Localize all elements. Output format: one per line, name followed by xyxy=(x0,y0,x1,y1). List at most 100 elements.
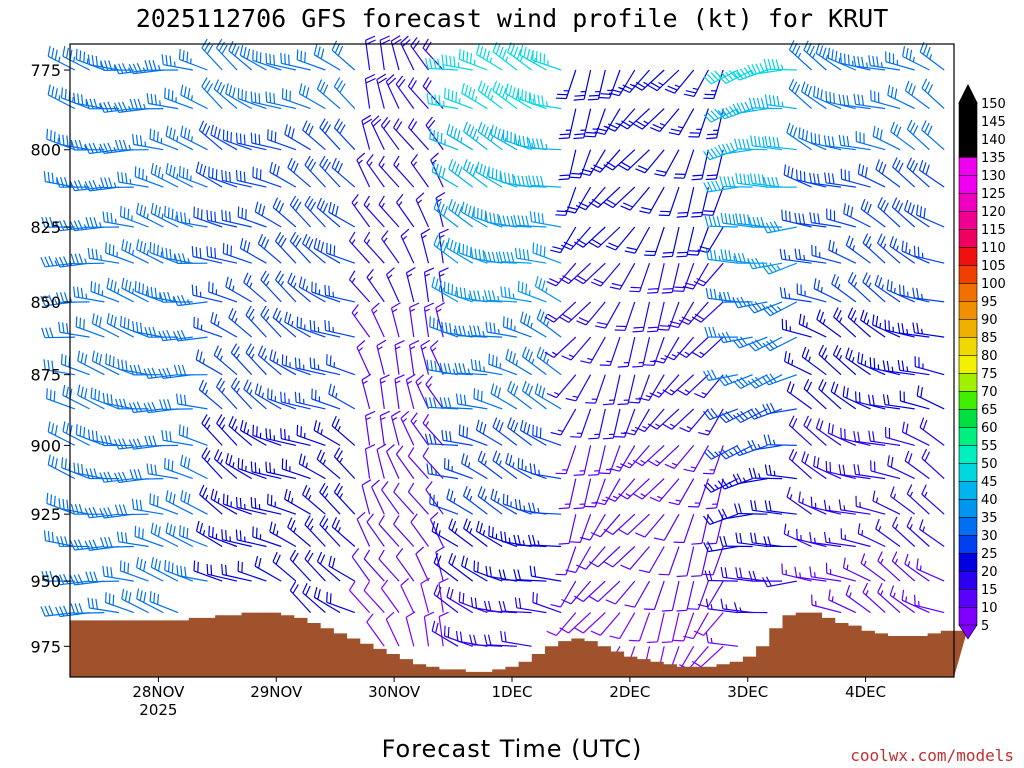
wind-barb xyxy=(676,186,695,218)
wind-barb xyxy=(705,149,724,181)
wind-barb xyxy=(91,350,120,376)
wind-barb xyxy=(500,171,532,188)
wind-barb xyxy=(529,93,562,110)
colorbar-segment xyxy=(958,282,978,302)
wind-barb xyxy=(46,388,76,410)
wind-barb xyxy=(901,421,930,446)
wind-barb xyxy=(904,80,930,110)
colorbar-segment xyxy=(958,354,978,374)
wind-barb xyxy=(289,581,312,614)
wind-barb xyxy=(119,205,149,228)
colorbar-segment xyxy=(958,480,978,500)
wind-barb xyxy=(832,344,857,376)
wind-barb xyxy=(245,343,267,376)
wind-barb xyxy=(379,410,390,446)
wind-barb xyxy=(868,430,901,446)
wind-barb xyxy=(235,496,267,515)
wind-barb xyxy=(415,374,430,410)
wind-barb xyxy=(590,612,621,636)
wind-barb xyxy=(77,384,105,410)
wind-barb xyxy=(245,305,267,338)
wind-barb xyxy=(603,513,636,536)
wind-barb xyxy=(619,69,650,94)
wind-barb xyxy=(855,131,886,151)
wind-barb xyxy=(647,444,680,467)
wind-barb xyxy=(653,336,680,364)
wind-barb xyxy=(585,374,606,404)
wind-barb xyxy=(161,429,193,446)
wind-barb xyxy=(857,523,886,548)
wind-barb xyxy=(763,536,797,548)
wind-barb xyxy=(588,546,621,568)
wind-barb xyxy=(195,520,223,548)
wind-barb xyxy=(410,513,429,547)
wind-barb xyxy=(667,301,695,329)
wind-barb xyxy=(528,534,562,548)
wind-barb xyxy=(289,231,312,264)
wind-barb xyxy=(919,41,945,71)
wind-barb xyxy=(225,276,253,303)
wind-barb xyxy=(847,271,871,303)
wind-barb xyxy=(794,566,827,582)
wind-barb xyxy=(257,233,282,264)
wind-barb xyxy=(455,286,488,303)
wind-barb xyxy=(56,177,90,188)
wind-barb xyxy=(573,108,592,140)
wind-barb xyxy=(158,367,193,379)
wind-barb xyxy=(588,580,621,603)
wind-barb xyxy=(870,90,901,110)
wind-barb xyxy=(528,138,562,151)
colorbar-label: 45 xyxy=(981,475,998,490)
wind-barb xyxy=(914,356,945,376)
wind-barb xyxy=(719,535,753,548)
wind-barb xyxy=(734,503,768,515)
wind-barb xyxy=(904,553,930,582)
y-tick-label: 775 xyxy=(30,61,61,80)
wind-barb xyxy=(704,215,738,228)
wind-barb xyxy=(857,163,886,188)
wind-barb xyxy=(215,377,238,410)
wind-barb xyxy=(477,486,503,515)
colorbar-label: 80 xyxy=(981,349,998,364)
wind-barb xyxy=(333,77,356,110)
wind-barb xyxy=(304,515,326,547)
wind-barb xyxy=(62,384,90,410)
wind-barb xyxy=(280,52,311,71)
wind-barb xyxy=(239,238,267,264)
wind-barb xyxy=(102,565,134,582)
wind-barb xyxy=(287,272,311,303)
wind-barb xyxy=(517,280,547,303)
wind-barb xyxy=(845,347,871,376)
wind-barb xyxy=(73,462,105,480)
wind-barb xyxy=(198,379,223,410)
wind-barb xyxy=(363,195,385,228)
wind-barb xyxy=(84,506,120,519)
wind-barb xyxy=(857,352,886,376)
wind-barb xyxy=(605,108,636,132)
colorbar-label: 115 xyxy=(981,223,1006,238)
wind-barb xyxy=(519,419,547,446)
wind-barb xyxy=(658,186,680,217)
wind-barb xyxy=(860,309,886,338)
chart-title: 2025112706 GFS forecast wind profile (kt… xyxy=(136,4,889,33)
wind-barb xyxy=(128,62,164,75)
wind-barb xyxy=(84,142,120,155)
wind-barb xyxy=(588,226,621,249)
colorbar-label: 75 xyxy=(981,367,998,382)
wind-barb xyxy=(328,201,356,228)
wind-barb xyxy=(786,486,812,515)
wind-barb xyxy=(363,549,385,582)
wind-barb xyxy=(860,198,886,228)
wind-barb xyxy=(395,75,415,109)
wind-barb xyxy=(410,412,429,446)
wind-barb xyxy=(235,529,267,548)
wind-barb xyxy=(632,478,665,500)
wind-barb xyxy=(638,546,665,574)
wind-barb xyxy=(620,186,650,211)
wind-barb xyxy=(287,517,311,547)
wind-barb xyxy=(717,508,753,520)
wind-barb xyxy=(424,397,459,410)
wind-barb xyxy=(872,314,901,338)
wind-barb xyxy=(649,374,680,398)
